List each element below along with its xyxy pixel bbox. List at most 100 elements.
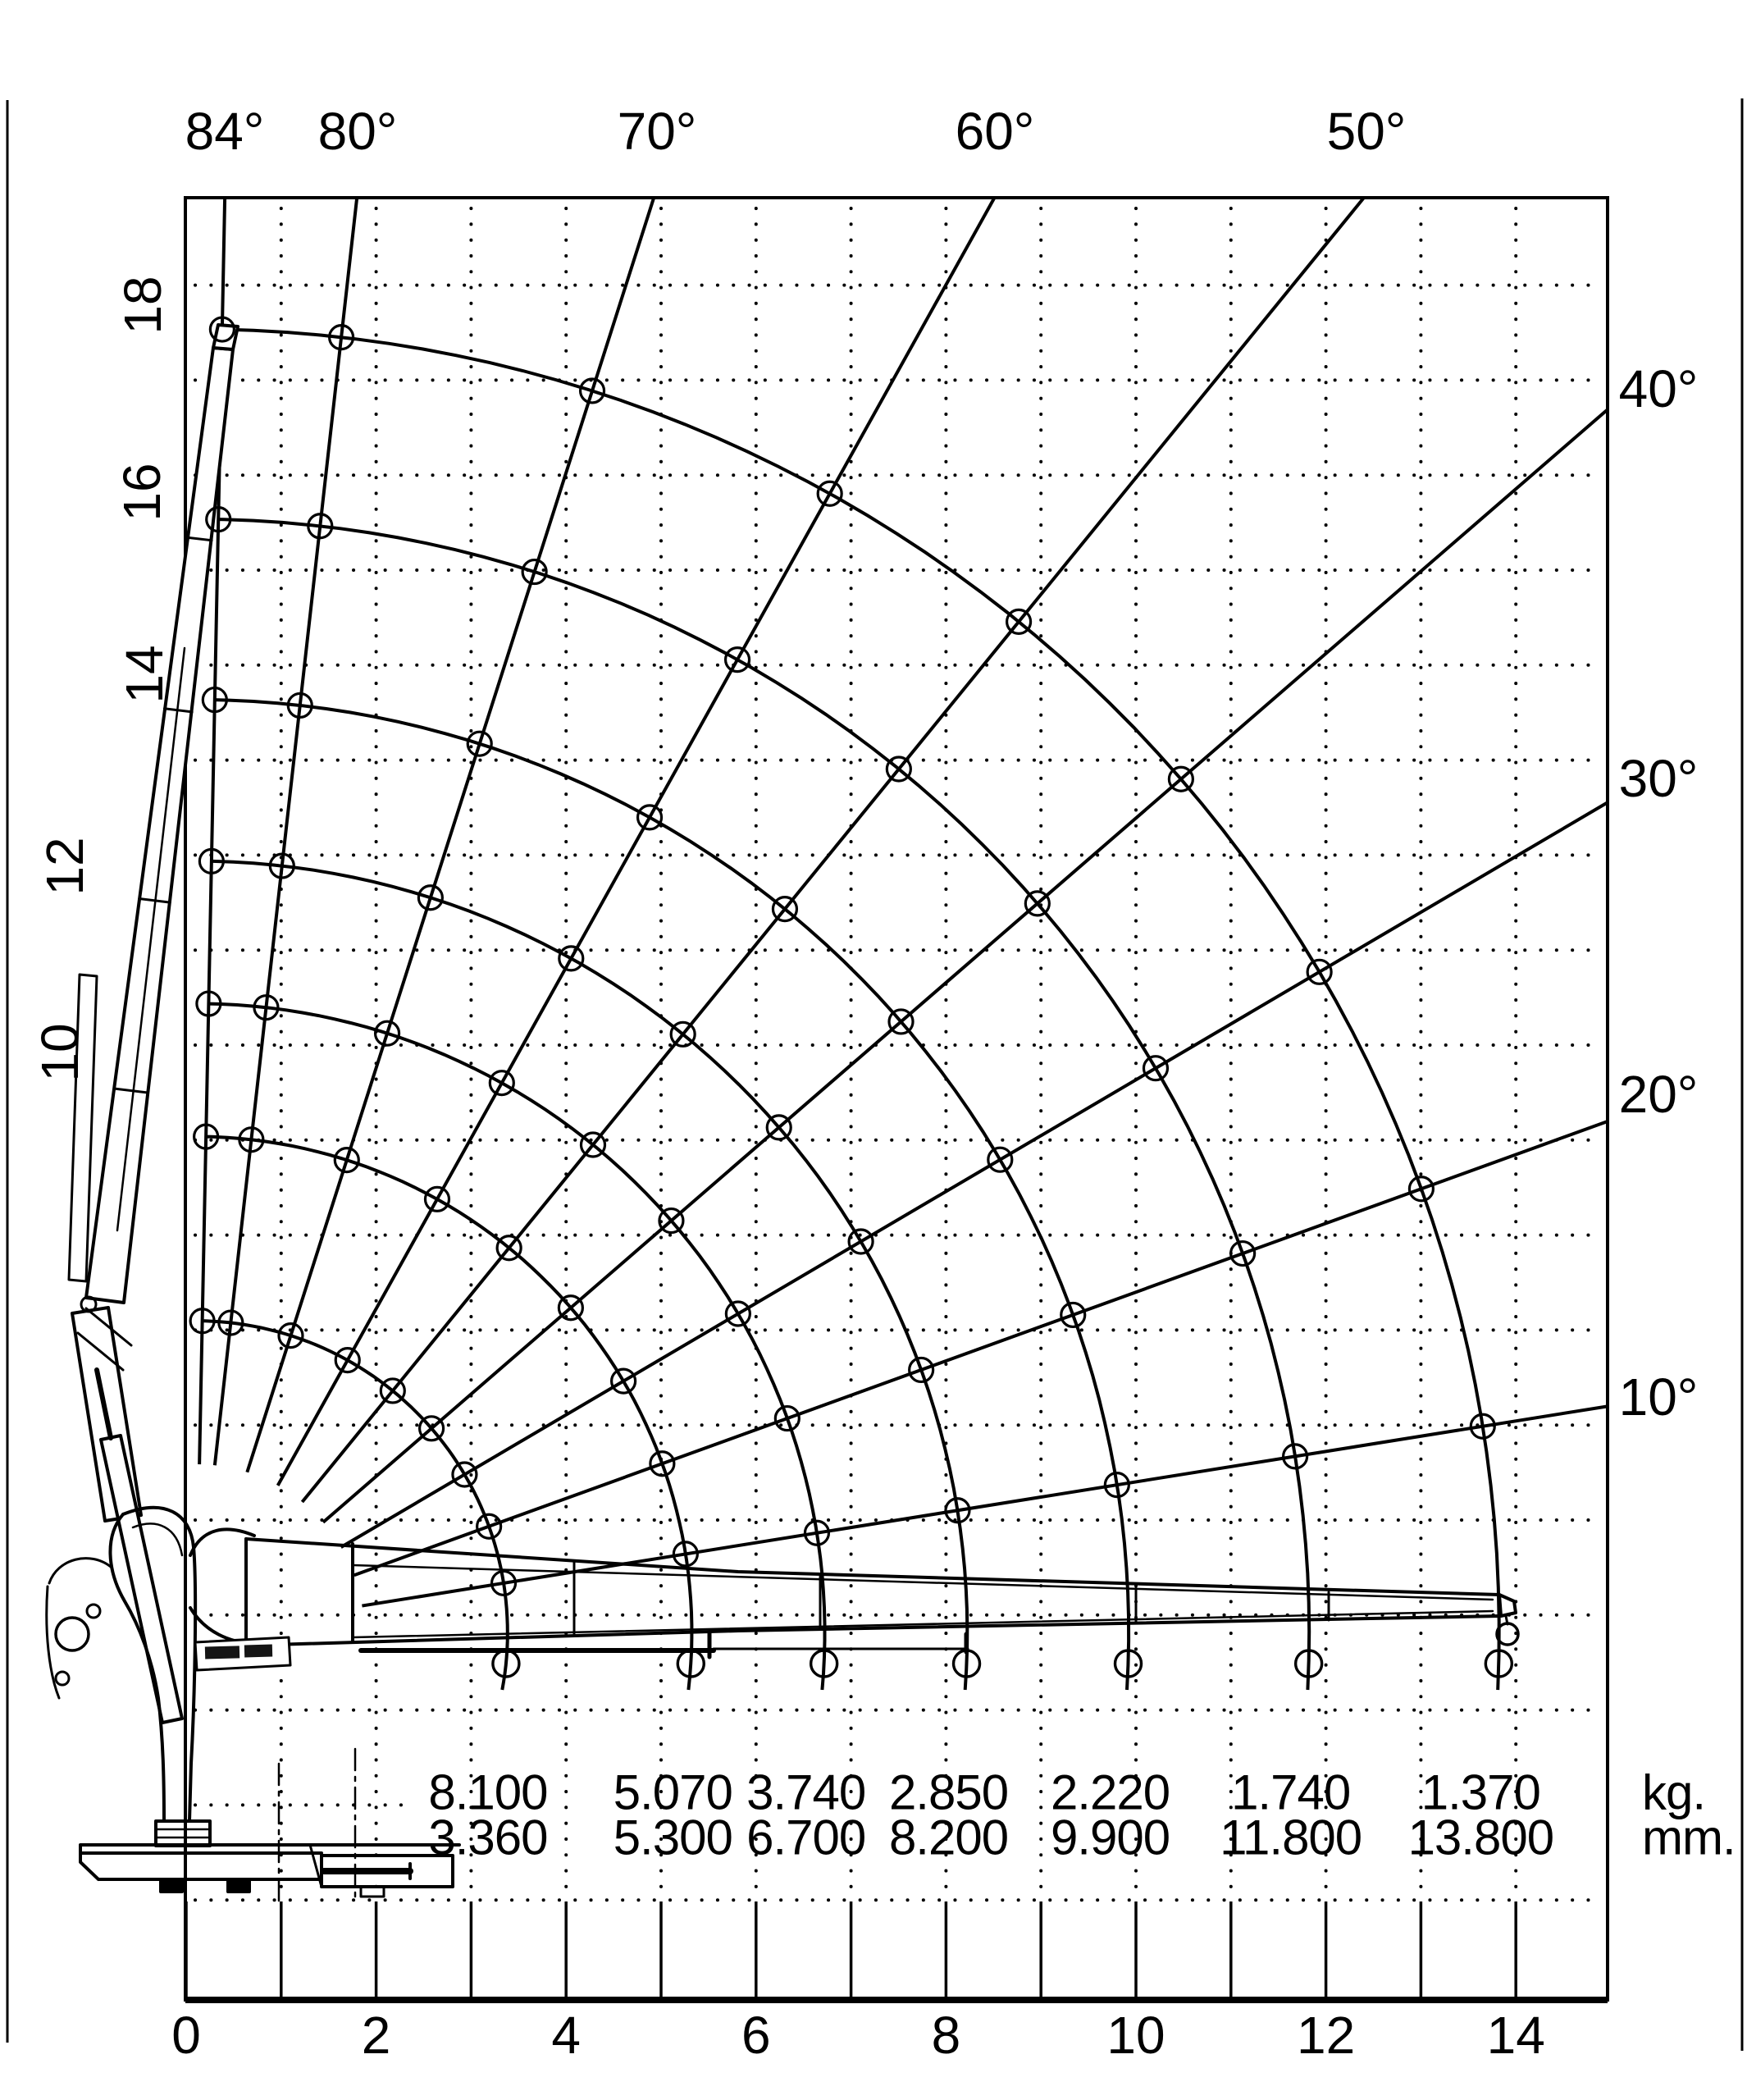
load-point-marker — [557, 1294, 584, 1322]
load-point-marker — [1407, 1176, 1435, 1203]
load-point-marker — [669, 1020, 696, 1048]
load-point-marker — [1281, 1443, 1309, 1470]
load-point-marker — [1005, 608, 1033, 636]
load-point-marker — [488, 1070, 515, 1097]
load-point-marker — [658, 1207, 685, 1235]
angle-label-right: 40° — [1619, 359, 1699, 418]
hboom-tip-block — [1498, 1593, 1517, 1618]
angle-label-right: 30° — [1619, 749, 1699, 808]
reach-value: 11.800 — [1220, 1810, 1362, 1865]
x-axis-label: 6 — [741, 2006, 771, 2065]
chart-frame — [6, 98, 1744, 2051]
load-point-marker — [765, 1114, 792, 1141]
boom-angle-ray — [354, 1120, 1608, 1577]
max-reach-marker — [809, 1649, 839, 1678]
link-plate-pin-small-2 — [85, 1603, 102, 1619]
max-reach-marker — [676, 1649, 705, 1678]
lift-cylinder-rod — [94, 1367, 113, 1440]
link-plate-pin-small-1 — [54, 1670, 71, 1687]
load-point-marker — [649, 1450, 676, 1477]
column-outline-left — [108, 1513, 166, 1823]
load-point-marker — [1306, 958, 1333, 985]
load-point-marker — [476, 1513, 503, 1540]
load-point-marker — [672, 1541, 699, 1568]
stabilizer-brace — [308, 1843, 323, 1888]
load-point-marker — [198, 847, 225, 874]
boom-angle-ray — [340, 801, 1609, 1549]
load-point-marker — [373, 1020, 401, 1047]
boom-angle-rays — [198, 196, 1609, 1608]
hboom-inner-lines — [351, 1564, 1494, 1639]
column-outline-right — [121, 1505, 198, 1823]
extension-arc — [202, 1319, 509, 1691]
load-point-marker — [578, 377, 606, 404]
extension-arcs — [202, 327, 1501, 1691]
slew-ring — [154, 1819, 212, 1847]
centerline-dash-dot — [277, 1747, 357, 1903]
stabilizer-foot — [359, 1885, 385, 1898]
extension-arc — [214, 698, 1131, 1691]
hboom-base-verticals — [244, 1537, 354, 1647]
load-point-marker — [495, 1235, 522, 1262]
extension-arc — [211, 859, 969, 1691]
boom-angle-ray — [212, 197, 359, 1466]
load-point-marker — [277, 1322, 304, 1349]
capacity-value: 2.850 — [889, 1765, 1008, 1820]
hboom-top-chord — [244, 1537, 1501, 1596]
angle-label-top: 60° — [956, 102, 1035, 161]
load-point-marker — [1024, 890, 1051, 917]
angle-label-top: 70° — [618, 102, 697, 161]
load-point-marker — [885, 756, 912, 783]
boom-angle-ray — [245, 197, 656, 1473]
reach-value: 13.800 — [1408, 1810, 1554, 1865]
load-point-marker — [1142, 1055, 1170, 1082]
extension-arc — [218, 518, 1311, 1691]
capacity-markers — [189, 316, 1514, 1678]
base-foot-2 — [226, 1878, 251, 1893]
x-axis-label: 10 — [1106, 2006, 1165, 2065]
load-point-marker — [1469, 1413, 1496, 1440]
load-point-marker — [908, 1356, 935, 1384]
dotted-grid — [194, 207, 1601, 1903]
load-point-marker — [847, 1228, 874, 1255]
load-point-marker — [217, 1309, 244, 1336]
load-point-marker — [521, 558, 548, 586]
load-point-marker — [558, 945, 585, 972]
maker-plate-text-smudge-2 — [244, 1644, 273, 1658]
load-point-marker — [195, 990, 222, 1017]
angle-label-top: 50° — [1327, 102, 1407, 161]
capacity-unit: kg. — [1642, 1765, 1705, 1820]
load-point-marker — [1103, 1472, 1130, 1499]
y-axis-label: 16 — [112, 463, 171, 521]
angle-label-right: 10° — [1619, 1367, 1699, 1427]
axis-and-table-labels: 84° 80° 70° 60° 50° 40° 30° 20° 10° 18 16 14 12 10 0 2 4… — [30, 102, 1736, 2065]
boom-angle-ray — [300, 196, 1366, 1504]
y-axis-label: 12 — [35, 837, 94, 895]
hboom-section-joints — [572, 1560, 1330, 1637]
reach-unit: mm. — [1642, 1810, 1736, 1865]
load-point-marker — [327, 324, 355, 351]
load-point-marker — [1167, 765, 1194, 792]
load-point-marker — [417, 1415, 445, 1442]
load-point-marker — [723, 646, 751, 673]
crane-raised-boom-drawing — [67, 323, 239, 1724]
load-point-marker — [423, 1185, 451, 1212]
hboom-tip-link — [1504, 1614, 1509, 1626]
max-reach-marker — [491, 1649, 521, 1678]
boom-angle-ray — [276, 197, 997, 1486]
reach-value: 8.200 — [889, 1810, 1008, 1865]
link-plate-pin-large — [54, 1616, 90, 1652]
load-point-marker — [268, 852, 295, 879]
x-axis-label: 14 — [1487, 2006, 1545, 2065]
max-reach-marker — [1484, 1649, 1514, 1678]
angle-label-right: 20° — [1619, 1065, 1699, 1124]
angle-label-top: 84° — [185, 102, 265, 161]
x-axis-label: 8 — [932, 2006, 961, 2065]
extension-arc — [208, 1002, 827, 1691]
slew-ring-ribs — [154, 1828, 212, 1839]
reach-value: 3.360 — [428, 1810, 547, 1865]
angle-label-top: 80° — [318, 102, 398, 161]
hboom-bottom-chord — [244, 1614, 1501, 1647]
load-point-marker — [490, 1569, 518, 1597]
